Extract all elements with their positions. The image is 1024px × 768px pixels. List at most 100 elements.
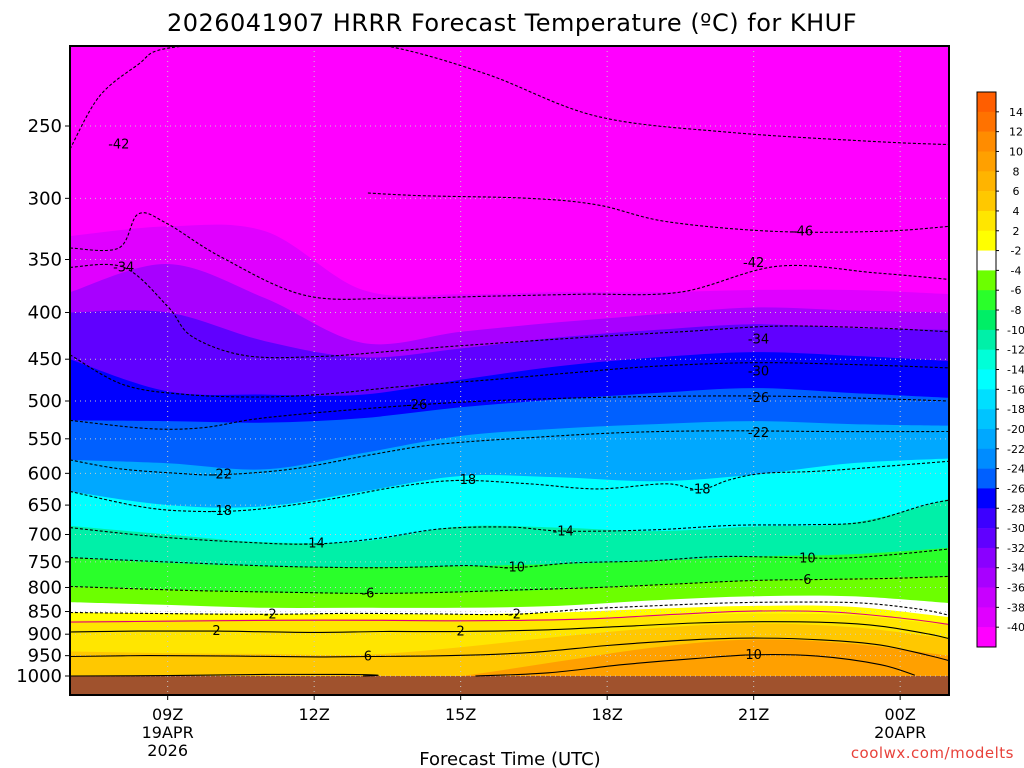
- colorbar: 14 12 10 8 6 4 2 -2 -4 -6 -8 -10 -12 -14 -16 -18 -20 -22 -…: [976, 91, 1024, 648]
- colorbar-swatch: [977, 627, 996, 648]
- y-tick-label: 300: [28, 188, 62, 209]
- colorbar-swatch: [977, 528, 996, 549]
- colorbar-swatch: [977, 428, 996, 450]
- contour-label: -14: [553, 525, 574, 540]
- contour-label: 10: [799, 552, 816, 567]
- colorbar-tick-label: 8: [1013, 165, 1020, 178]
- contour-label: -26: [406, 398, 427, 413]
- x-tick-label: 19APR: [142, 723, 194, 742]
- contour-line: [70, 621, 949, 640]
- x-tick-label: 2026: [147, 741, 188, 760]
- contour-line: [70, 46, 949, 150]
- x-tick-label: 21Z: [738, 705, 769, 724]
- contour-line: [475, 654, 915, 677]
- below-ground-layer: [70, 676, 949, 695]
- contour-label: -30: [748, 364, 769, 379]
- colorbar-tick-label: -20: [1007, 423, 1024, 436]
- pressure-axis: 2503003504004505005506006507007508008509…: [16, 116, 70, 687]
- colorbar-swatch: [977, 191, 996, 212]
- contour-line: [70, 673, 379, 677]
- contour-label: -18: [211, 504, 232, 519]
- contour-label: -2: [264, 607, 277, 622]
- colorbar-tick-label: 12: [1009, 126, 1023, 139]
- y-tick-label: 800: [28, 577, 62, 598]
- colorbar-swatch: [977, 409, 996, 430]
- colorbar-tick-label: -24: [1007, 463, 1024, 476]
- colorbar-swatch: [977, 488, 996, 509]
- contour-label: -46: [792, 224, 813, 239]
- y-tick-label: 900: [28, 624, 62, 645]
- contour-line: [70, 610, 949, 625]
- temperature-bands: [70, 224, 949, 695]
- colorbar-tick-label: 14: [1009, 106, 1023, 119]
- contour-line: [70, 263, 949, 359]
- colorbar-swatch: [977, 448, 996, 469]
- contour-label: -18: [455, 473, 476, 488]
- colorbar-swatch: [977, 92, 996, 113]
- contour-label: -26: [748, 391, 769, 406]
- y-tick-label: 650: [28, 495, 62, 516]
- colorbar-swatch: [977, 230, 996, 251]
- colorbar-swatch: [977, 607, 996, 628]
- colorbar-swatch: [977, 587, 996, 608]
- y-tick-label: 700: [28, 524, 62, 545]
- y-tick-label: 450: [28, 349, 62, 370]
- colorbar-swatch: [977, 210, 996, 232]
- colorbar-tick-label: -26: [1007, 482, 1024, 495]
- colorbar-swatch: [977, 349, 996, 370]
- colorbar-tick-label: -38: [1007, 601, 1024, 614]
- colorbar-tick-label: -22: [1007, 443, 1024, 456]
- contour-line: [367, 192, 949, 233]
- colorbar-tick-label: 6: [1013, 185, 1020, 198]
- contour-label: -22: [748, 426, 769, 441]
- colorbar-swatch: [977, 369, 996, 390]
- contour-label: 10: [745, 648, 762, 663]
- colorbar-swatch: [977, 290, 996, 311]
- colorbar-swatch: [977, 111, 996, 132]
- contour-line: [70, 637, 949, 662]
- x-tick-label: 15Z: [445, 705, 476, 724]
- contour-label: -42: [108, 138, 129, 153]
- contour-line: [70, 212, 949, 300]
- colorbar-swatch: [977, 329, 996, 350]
- colorbar-tick-label: -16: [1007, 383, 1024, 396]
- colorbar-swatch: [977, 270, 996, 291]
- x-tick-label: 12Z: [299, 705, 330, 724]
- colorbar-tick-label: -28: [1007, 502, 1024, 515]
- colorbar-tick-label: -2: [1011, 245, 1022, 258]
- contour-line: [70, 601, 949, 616]
- contour-label: -10: [504, 561, 525, 576]
- colorbar-swatch: [977, 310, 996, 331]
- contour-line: [70, 460, 949, 513]
- colorbar-tick-label: -4: [1011, 264, 1022, 277]
- contour-label: -34: [113, 260, 134, 275]
- colorbar-tick-label: 2: [1013, 225, 1020, 238]
- contour-line: [70, 354, 949, 398]
- credit-link[interactable]: coolwx.com/modelts: [851, 744, 1014, 762]
- contour-label: 6: [364, 649, 372, 664]
- contour-label: 6: [803, 573, 811, 588]
- plot-frame: [69, 45, 950, 696]
- colorbar-tick-label: -36: [1007, 582, 1024, 595]
- colorbar-tick-label: -10: [1007, 324, 1024, 337]
- contour-label: -34: [748, 332, 769, 347]
- contour-label: -42: [743, 256, 764, 271]
- contour-label: -14: [304, 536, 325, 551]
- contour-line: [70, 395, 949, 430]
- contour-labels: -42-46-42-34-34-30-26 -26-22-22 -18-18-18-…: [108, 138, 815, 665]
- colorbar-tick-label: -30: [1007, 522, 1024, 535]
- contour-line: [70, 430, 949, 476]
- contour-line: [70, 575, 949, 594]
- contour-lines: [70, 46, 949, 677]
- colorbar-swatch: [977, 131, 996, 152]
- contour-label: 2: [457, 625, 465, 640]
- contour-label: -6: [361, 586, 374, 601]
- colorbar-tick-label: -40: [1007, 621, 1024, 634]
- colorbar-tick-label: -12: [1007, 344, 1024, 357]
- y-tick-label: 1000: [16, 666, 62, 687]
- colorbar-tick-label: -18: [1007, 403, 1024, 416]
- plot-area: -42-46-42-34-34-30-26 -26-22-22 -18-18-18-…: [70, 46, 949, 695]
- x-tick-label: 20APR: [874, 723, 926, 742]
- y-tick-label: 600: [28, 463, 62, 484]
- y-tick-label: 500: [28, 391, 62, 412]
